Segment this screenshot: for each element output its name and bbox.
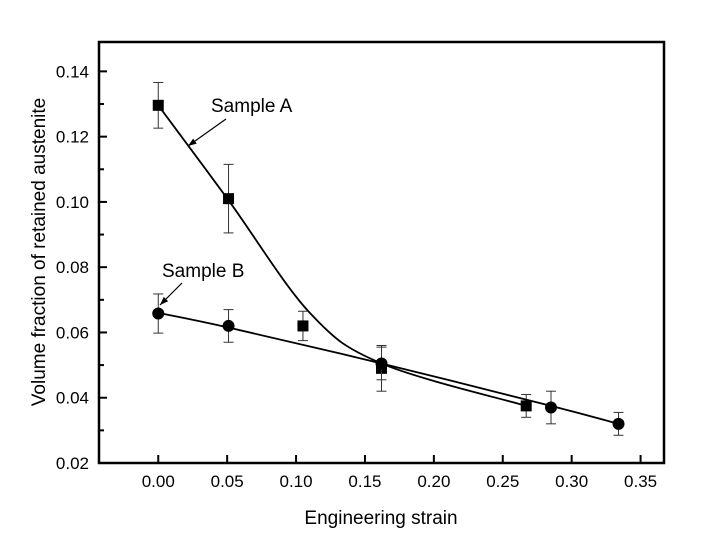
annotation-sample-b: Sample B (162, 261, 244, 282)
y-tick-label: 0.10 (56, 193, 89, 212)
x-tick-label: 0.25 (486, 472, 519, 491)
sample-a-point (223, 193, 235, 205)
x-tick-label: 0.30 (555, 472, 588, 491)
x-tick-label: 0.10 (280, 472, 313, 491)
x-tick-label: 0.20 (417, 472, 450, 491)
y-tick-label: 0.04 (56, 389, 89, 408)
sample-a-point (297, 320, 309, 332)
y-tick-label: 0.14 (56, 62, 89, 81)
annotation-arrowhead (160, 296, 169, 305)
y-tick-label: 0.12 (56, 128, 89, 147)
sample-b-point (222, 319, 235, 332)
plot-frame (97, 40, 666, 465)
annotation-arrowhead (188, 138, 197, 146)
sample-b-point (152, 307, 165, 320)
x-axis-label: Engineering strain (304, 508, 457, 529)
y-axis-label: Volume fraction of retained austenite (29, 98, 50, 406)
sample-a-point (520, 400, 532, 412)
sample-b-point (375, 357, 388, 370)
y-tick-label: 0.06 (56, 323, 89, 342)
sample-a-fit-line (157, 104, 527, 407)
x-tick-label: 0.15 (348, 472, 381, 491)
annotation-sample-a: Sample A (211, 96, 293, 117)
sample-b-point (545, 401, 557, 414)
x-tick-label: 0.05 (211, 472, 244, 491)
x-tick-label: 0.00 (142, 472, 175, 491)
x-tick-label: 0.35 (624, 472, 657, 491)
sample-a-point (152, 99, 164, 111)
sample-b-point (612, 417, 625, 430)
y-tick-label: 0.02 (56, 454, 89, 473)
y-tick-label: 0.08 (56, 258, 89, 277)
